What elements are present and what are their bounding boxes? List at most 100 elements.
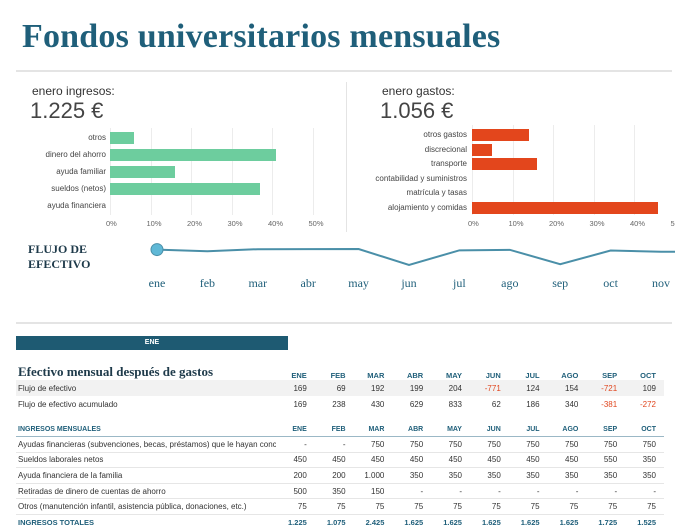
column-header: FEB: [315, 364, 354, 380]
bar: [110, 166, 175, 178]
month-label-feb[interactable]: feb: [187, 276, 227, 291]
column-header: ABR: [392, 364, 431, 380]
table-cell: 750: [509, 437, 548, 453]
row-label: Ayudas financieras (subvenciones, becas,…: [16, 437, 276, 453]
table-cell: 75: [548, 499, 587, 515]
table-row: Retiradas de dinero de cuentas de ahorro…: [16, 483, 664, 499]
table-cell: -: [548, 483, 587, 499]
month-label-ene[interactable]: ene: [137, 276, 177, 291]
table-cell: 200: [276, 468, 315, 484]
axis-tick-label: 10%: [509, 219, 524, 228]
title-divider: [16, 70, 672, 72]
column-header: MAY: [431, 422, 470, 437]
table-cell: -: [625, 483, 664, 499]
total-cell: 1.625: [509, 514, 548, 529]
total-cell: 1.225: [276, 514, 315, 529]
table-cell: 500: [276, 483, 315, 499]
month-label-jun[interactable]: jun: [389, 276, 429, 291]
gridline: [232, 128, 233, 215]
axis-tick-label: 30%: [228, 219, 243, 228]
table-cell: 150: [354, 483, 393, 499]
table-cell: 750: [354, 437, 393, 453]
month-label-ago[interactable]: ago: [490, 276, 530, 291]
month-label-oct[interactable]: oct: [591, 276, 631, 291]
total-label: INGRESOS TOTALES: [16, 514, 276, 529]
column-header: ABR: [392, 422, 431, 437]
table-cell: 75: [431, 499, 470, 515]
row-label: Sueldos laborales netos: [16, 452, 276, 468]
category-label: alojamiento y comidas: [388, 203, 467, 212]
table-cell: 350: [315, 483, 354, 499]
column-header: OCT: [625, 364, 664, 380]
column-header: AGO: [548, 422, 587, 437]
axis-tick-label: 20%: [187, 219, 202, 228]
category-label: ayuda familiar: [56, 167, 106, 176]
column-header: FEB: [315, 422, 354, 437]
total-cell: 1.075: [315, 514, 354, 529]
month-label-sep[interactable]: sep: [540, 276, 580, 291]
bar: [472, 129, 529, 141]
table-row: Otros (manutención infantil, asistencia …: [16, 499, 664, 515]
total-cell: 1.625: [431, 514, 470, 529]
table-cell: 200: [315, 468, 354, 484]
table-cell: 75: [315, 499, 354, 515]
column-header: JUL: [509, 422, 548, 437]
month-label-abr[interactable]: abr: [288, 276, 328, 291]
bar: [472, 158, 537, 170]
table-cell: 450: [509, 452, 548, 468]
table-cell: 350: [431, 468, 470, 484]
table-cell: 75: [625, 499, 664, 515]
table-cell: 75: [354, 499, 393, 515]
table-cell: 69: [315, 380, 354, 396]
row-label: Flujo de efectivo: [16, 380, 276, 396]
month-label-may[interactable]: may: [339, 276, 379, 291]
expense-label: enero gastos:: [382, 84, 455, 98]
table-row: Ayudas financieras (subvenciones, becas,…: [16, 437, 664, 453]
month-label-mar[interactable]: mar: [238, 276, 278, 291]
column-header: MAR: [354, 364, 393, 380]
table-cell: 350: [470, 468, 509, 484]
bar: [110, 132, 134, 144]
cash-flow-title: FLUJO DE EFECTIVO: [28, 242, 118, 272]
column-header: JUN: [470, 364, 509, 380]
bar: [110, 183, 260, 195]
total-cell: 1.625: [470, 514, 509, 529]
table-cell: 75: [586, 499, 625, 515]
table-cell: 350: [548, 468, 587, 484]
income-amount: 1.225 €: [30, 98, 103, 124]
column-header: MAR: [354, 422, 393, 437]
table-cell: 450: [392, 452, 431, 468]
table-cell: 75: [509, 499, 548, 515]
table-cell: 350: [625, 468, 664, 484]
table-cell: 430: [354, 396, 393, 412]
row-label: Ayuda financiera de la familia: [16, 468, 276, 484]
category-label: otros: [88, 133, 106, 142]
total-cell: 2.425: [354, 514, 393, 529]
table-cell: 109: [625, 380, 664, 396]
total-cell: 1.625: [548, 514, 587, 529]
monthly-cash-title: Efectivo mensual después de gastos: [16, 364, 276, 380]
table-cell: 350: [392, 468, 431, 484]
selected-month-marker[interactable]: [151, 244, 163, 256]
total-cell: 1.525: [625, 514, 664, 529]
row-label: Flujo de efectivo acumulado: [16, 396, 276, 412]
axis-tick-label: 40%: [268, 219, 283, 228]
tab-ene[interactable]: ENE: [16, 336, 288, 350]
axis-tick-label: 10%: [147, 219, 162, 228]
month-label-nov[interactable]: nov: [641, 276, 675, 291]
income-label: enero ingresos:: [32, 84, 115, 98]
table-cell: 154: [548, 380, 587, 396]
table-cell: -: [509, 483, 548, 499]
row-label: Retiradas de dinero de cuentas de ahorro: [16, 483, 276, 499]
axis-tick-label: 50%: [671, 219, 675, 228]
table-cell: 1.000: [354, 468, 393, 484]
total-cell: 1.725: [586, 514, 625, 529]
month-label-jul[interactable]: jul: [439, 276, 479, 291]
axis-tick-label: 50%: [309, 219, 324, 228]
cash-flow-series-line: [157, 249, 675, 265]
table-cell: 450: [470, 452, 509, 468]
table-cell: 750: [586, 437, 625, 453]
table-cell: 750: [431, 437, 470, 453]
